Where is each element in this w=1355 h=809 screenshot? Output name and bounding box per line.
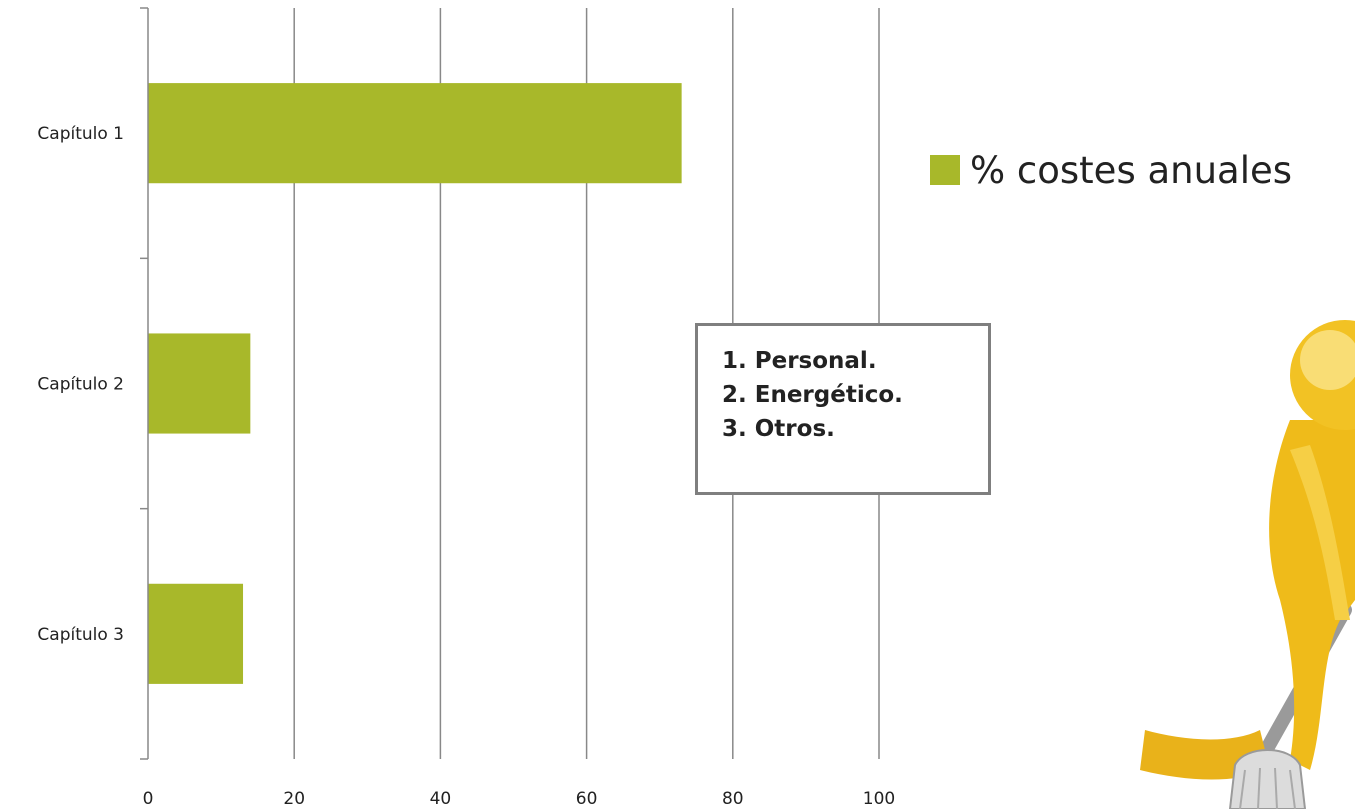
bar-2	[148, 333, 251, 434]
bar-1	[148, 83, 682, 184]
note-line-3: 3. Otros.	[722, 416, 835, 442]
note-line-1: 1. Personal.	[722, 348, 877, 374]
cleaning-person-icon	[1140, 300, 1355, 809]
legend-swatch	[930, 155, 960, 185]
bar-3	[148, 583, 244, 684]
x-tick-label-60: 60	[576, 789, 598, 809]
x-tick-label-20: 20	[283, 789, 305, 809]
x-tick-labels: 0 20 40 60 80 100	[143, 789, 896, 809]
note-box: 1. Personal. 2. Energético. 3. Otros.	[695, 323, 991, 495]
category-labels: Capítulo 1 Capítulo 2 Capítulo 3	[37, 124, 124, 645]
category-label-3: Capítulo 3	[37, 625, 124, 645]
x-tick-label-0: 0	[143, 789, 154, 809]
axes	[140, 7, 149, 760]
legend: % costes anuales	[930, 145, 1292, 195]
category-label-1: Capítulo 1	[37, 124, 124, 144]
x-tick-label-40: 40	[430, 789, 452, 809]
bars	[148, 83, 682, 684]
note-line-2: 2. Energético.	[722, 382, 903, 408]
x-tick-label-80: 80	[722, 789, 744, 809]
category-label-2: Capítulo 2	[37, 375, 124, 395]
x-tick-label-100: 100	[863, 789, 895, 809]
legend-label: % costes anuales	[970, 148, 1293, 192]
